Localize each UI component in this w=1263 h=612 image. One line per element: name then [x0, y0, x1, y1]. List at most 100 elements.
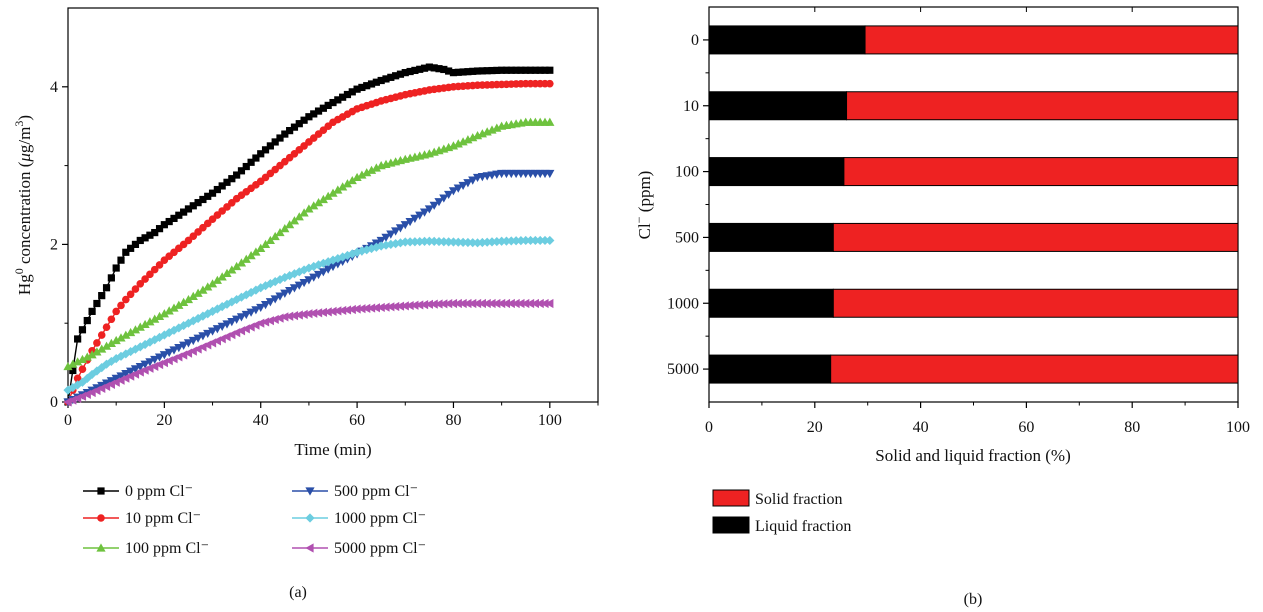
bar-solid — [846, 91, 1239, 121]
data-point — [448, 237, 459, 247]
data-point — [352, 304, 361, 314]
data-point — [82, 352, 92, 361]
data-point — [285, 311, 294, 321]
data-point — [310, 110, 318, 118]
data-point — [106, 338, 116, 347]
data-point — [87, 369, 97, 380]
data-point — [348, 88, 356, 96]
data-point — [309, 273, 319, 282]
data-point — [92, 366, 102, 376]
data-point — [218, 182, 226, 190]
data-point — [477, 298, 486, 309]
data-point — [251, 247, 261, 256]
data-point — [88, 307, 96, 315]
data-point — [545, 298, 554, 309]
x-tick-label-b: 0 — [705, 419, 713, 436]
data-point — [155, 225, 164, 233]
data-point — [386, 302, 395, 312]
y-label-unit: (ppm) — [635, 171, 654, 217]
data-point — [482, 298, 491, 309]
bar-liquid — [708, 288, 834, 318]
data-point — [295, 120, 303, 128]
data-point — [199, 195, 207, 204]
data-point — [493, 66, 501, 75]
data-point — [212, 275, 222, 284]
series-c5000 — [63, 298, 554, 407]
data-point — [150, 355, 160, 365]
data-point — [107, 315, 116, 324]
legend-b: Solid fraction Liquid fraction — [712, 489, 851, 535]
data-point — [328, 262, 338, 272]
data-point — [107, 274, 115, 282]
data-point — [256, 243, 266, 252]
data-point — [546, 79, 554, 88]
legend-swatch — [712, 489, 750, 507]
data-point — [232, 261, 242, 271]
y-label-cl: Cl — [635, 223, 654, 239]
y-tick-label-b: 500 — [675, 229, 699, 246]
data-point — [227, 318, 237, 327]
legend-label: 100 ppm Cl⁻ — [125, 540, 209, 557]
x-tick-label-a: 100 — [538, 412, 562, 429]
data-point — [386, 230, 396, 239]
data-point — [400, 237, 410, 247]
data-point — [207, 279, 218, 288]
legend-item-c5000: 5000 ppm Cl⁻ — [292, 540, 426, 557]
data-point — [146, 231, 154, 239]
y-tick-label-b: 5000 — [667, 361, 699, 378]
y-label-hg: Hg — [15, 274, 34, 295]
y-label-g: g/m — [15, 127, 34, 153]
data-point — [117, 301, 125, 310]
legend-item-c100: 100 ppm Cl⁻ — [83, 540, 209, 557]
data-point — [117, 256, 125, 264]
data-point — [324, 101, 332, 109]
data-point — [448, 298, 458, 309]
x-axis-label-a: Time (min) — [294, 440, 371, 459]
data-point — [502, 66, 511, 74]
data-point — [217, 272, 227, 281]
data-point — [313, 270, 324, 280]
data-point — [517, 66, 525, 74]
data-point — [151, 228, 159, 237]
data-point — [313, 308, 323, 318]
data-point — [140, 339, 150, 350]
data-point — [145, 317, 155, 326]
legend-label: Solid fraction — [755, 491, 843, 508]
data-point — [338, 305, 347, 316]
bar-liquid — [708, 25, 866, 55]
legend-marker — [305, 543, 314, 553]
data-point — [116, 351, 126, 361]
data-point — [545, 235, 555, 246]
data-point — [469, 67, 477, 75]
data-point — [68, 359, 78, 368]
data-point — [261, 146, 270, 154]
y-tick-label-b: 1000 — [667, 295, 699, 312]
data-point — [463, 237, 473, 248]
data-point — [498, 66, 506, 74]
data-point — [535, 235, 545, 246]
data-point — [112, 307, 120, 316]
data-point — [458, 237, 468, 247]
data-point — [405, 217, 415, 227]
data-point — [286, 127, 294, 135]
data-point — [546, 66, 554, 74]
legend-marker — [96, 543, 106, 552]
data-point — [116, 333, 126, 342]
data-point — [396, 70, 405, 78]
data-point — [506, 236, 516, 246]
data-point — [304, 263, 314, 273]
data-point — [358, 83, 366, 92]
data-point — [449, 69, 458, 77]
data-point — [540, 235, 550, 246]
data-point — [434, 198, 444, 207]
data-point — [342, 179, 353, 188]
data-point — [525, 235, 536, 246]
data-point — [318, 307, 327, 317]
data-point — [507, 66, 515, 74]
data-point — [135, 362, 145, 372]
data-point — [150, 314, 160, 323]
data-point — [363, 82, 371, 90]
data-point — [155, 261, 164, 269]
data-point — [540, 298, 549, 309]
y-tick-label-a: 4 — [50, 79, 58, 96]
